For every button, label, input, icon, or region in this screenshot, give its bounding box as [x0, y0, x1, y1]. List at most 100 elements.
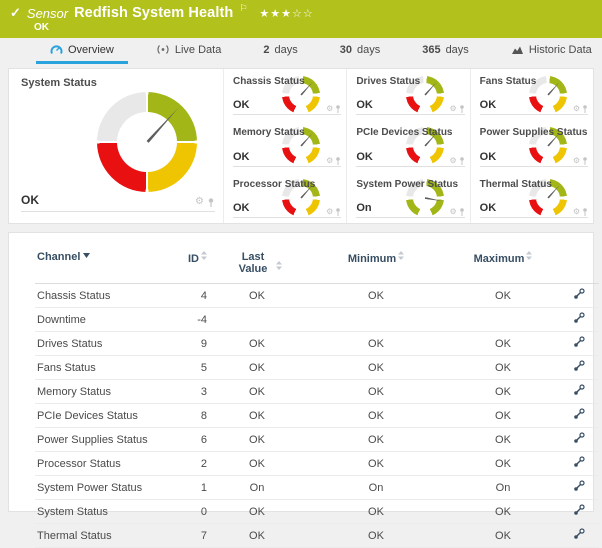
gauges-panel: System Status OK ⚙ Chassis Status OK ⚙ Driv…: [8, 68, 594, 224]
gauge-settings-gear-icon[interactable]: ⚙: [572, 155, 580, 165]
minimum-cell: OK: [305, 523, 447, 548]
pin-icon[interactable]: [335, 105, 341, 114]
channel-settings-icon[interactable]: [573, 456, 585, 468]
channel-settings-icon[interactable]: [573, 336, 585, 348]
gauge-settings-gear-icon[interactable]: ⚙: [326, 155, 334, 165]
flag-icon[interactable]: ⚐: [239, 4, 248, 14]
mini-gauge-cell: Drives Status OK ⚙: [346, 69, 469, 121]
footer-divider: [479, 114, 588, 116]
column-header-channel[interactable]: Channel: [35, 245, 171, 284]
gauge-settings-gear-icon[interactable]: ⚙: [449, 206, 457, 216]
mini-gauge-value: OK: [356, 150, 373, 163]
tab-2-days[interactable]: 2 days: [249, 38, 311, 64]
mini-gauge: [405, 178, 444, 217]
mini-gauge: [529, 178, 567, 217]
channel-name-cell[interactable]: PCIe Devices Status: [35, 403, 171, 428]
channel-name-cell[interactable]: Memory Status: [35, 379, 171, 404]
minimum-cell: OK: [305, 355, 447, 380]
footer-divider: [479, 165, 588, 167]
gauge-settings-gear-icon[interactable]: ⚙: [449, 104, 457, 114]
channel-id-cell: 6: [171, 427, 209, 452]
column-header-minimum[interactable]: Minimum: [305, 245, 447, 284]
live-data-icon: [157, 45, 169, 54]
channel-name-cell[interactable]: Chassis Status: [35, 283, 171, 308]
sort-icon: [201, 251, 207, 260]
mini-gauge: [529, 127, 567, 166]
tab-365-days-label: days: [445, 43, 469, 56]
mini-gauge-title: Memory Status: [233, 127, 305, 139]
mini-gauge: [405, 76, 444, 114]
pin-icon[interactable]: [335, 208, 341, 216]
pin-icon[interactable]: [582, 208, 588, 216]
footer-divider: [233, 165, 342, 167]
footer-divider: [356, 165, 465, 167]
channel-name-cell[interactable]: Fans Status: [35, 355, 171, 380]
minimum-header-label: Minimum: [347, 253, 397, 265]
maximum-cell: OK: [447, 379, 559, 404]
table-row: Processor Status 2 OK OK OK: [35, 451, 599, 476]
last-value-cell: OK: [209, 355, 305, 380]
channel-settings-icon[interactable]: [573, 504, 585, 516]
channel-name-cell[interactable]: Thermal Status: [35, 523, 171, 548]
pin-icon[interactable]: [335, 156, 341, 165]
sensor-title: Redfish System Health: [74, 5, 234, 21]
tab-overview[interactable]: Overview: [36, 38, 128, 64]
maximum-cell: On: [447, 475, 559, 500]
minimum-cell: OK: [305, 379, 447, 404]
tab-30-days[interactable]: 30 days: [326, 38, 395, 64]
mini-gauge-title: System Power Status: [356, 178, 459, 190]
gauge-settings-gear-icon[interactable]: ⚙: [572, 104, 580, 114]
pin-icon[interactable]: [459, 208, 465, 216]
gauge-settings-gear-icon[interactable]: ⚙: [449, 155, 457, 165]
channel-name-cell[interactable]: Drives Status: [35, 331, 171, 356]
channel-settings-icon[interactable]: [573, 432, 585, 444]
channel-settings-icon[interactable]: [573, 312, 585, 324]
channel-header-label: Channel: [37, 251, 81, 263]
column-header-last-value[interactable]: Last Value: [209, 245, 305, 284]
tab-365-days-number: 365: [422, 43, 441, 56]
gauge-settings-gear-icon[interactable]: ⚙: [326, 206, 334, 216]
table-row: Downtime -4: [35, 307, 599, 332]
channel-settings-icon[interactable]: [573, 528, 585, 540]
star-rating[interactable]: ★★★☆☆: [259, 6, 314, 20]
pin-icon[interactable]: [582, 156, 588, 165]
pin-icon[interactable]: [459, 105, 465, 114]
channel-name-cell[interactable]: Downtime: [35, 307, 171, 332]
sensor-kind-label: Sensor: [26, 5, 69, 21]
column-header-id[interactable]: ID: [171, 245, 209, 284]
mini-gauge-grid: Chassis Status OK ⚙ Drives Status OK ⚙ Fans St…: [223, 69, 593, 223]
mini-gauge-cell: Thermal Status OK ⚙: [469, 171, 593, 223]
channel-settings-icon[interactable]: [573, 384, 585, 396]
minimum-cell: OK: [305, 331, 447, 356]
table-row: Chassis Status 4 OK OK OK: [35, 283, 599, 308]
tab-live-data[interactable]: Live Data: [142, 38, 235, 64]
channel-name-cell[interactable]: System Power Status: [35, 475, 171, 500]
tab-30-days-label: days: [356, 43, 381, 56]
tab-historic-data[interactable]: Historic Data: [497, 38, 602, 64]
column-header-maximum[interactable]: Maximum: [447, 245, 559, 284]
gauge-settings-gear-icon[interactable]: ⚙: [326, 104, 334, 114]
channel-settings-icon[interactable]: [573, 408, 585, 420]
gauge-settings-gear-icon[interactable]: ⚙: [572, 206, 580, 216]
tab-bar: Overview Live Data 2 days 30 days 365 da…: [0, 38, 602, 64]
channel-settings-icon[interactable]: [573, 480, 585, 492]
chevron-down-icon: [83, 253, 91, 258]
pin-icon[interactable]: [207, 197, 215, 207]
channel-settings-icon[interactable]: [573, 288, 585, 300]
minimum-cell: OK: [305, 427, 447, 452]
channel-name-cell[interactable]: Power Supplies Status: [35, 427, 171, 452]
minimum-cell: OK: [305, 451, 447, 476]
channel-id-cell: 0: [171, 499, 209, 524]
footer-divider: [21, 211, 215, 212]
channel-name-cell[interactable]: System Status: [35, 499, 171, 524]
tab-365-days[interactable]: 365 days: [408, 38, 483, 64]
pin-icon[interactable]: [459, 156, 465, 165]
minimum-cell: OK: [305, 283, 447, 308]
gauge-settings-gear-icon[interactable]: ⚙: [195, 196, 204, 207]
channel-name-cell[interactable]: Processor Status: [35, 451, 171, 476]
system-status-title: System Status: [21, 77, 97, 89]
channel-settings-icon[interactable]: [573, 360, 585, 372]
mini-gauge: [405, 127, 444, 166]
status-check-icon: ✓: [10, 5, 21, 20]
pin-icon[interactable]: [582, 105, 588, 114]
